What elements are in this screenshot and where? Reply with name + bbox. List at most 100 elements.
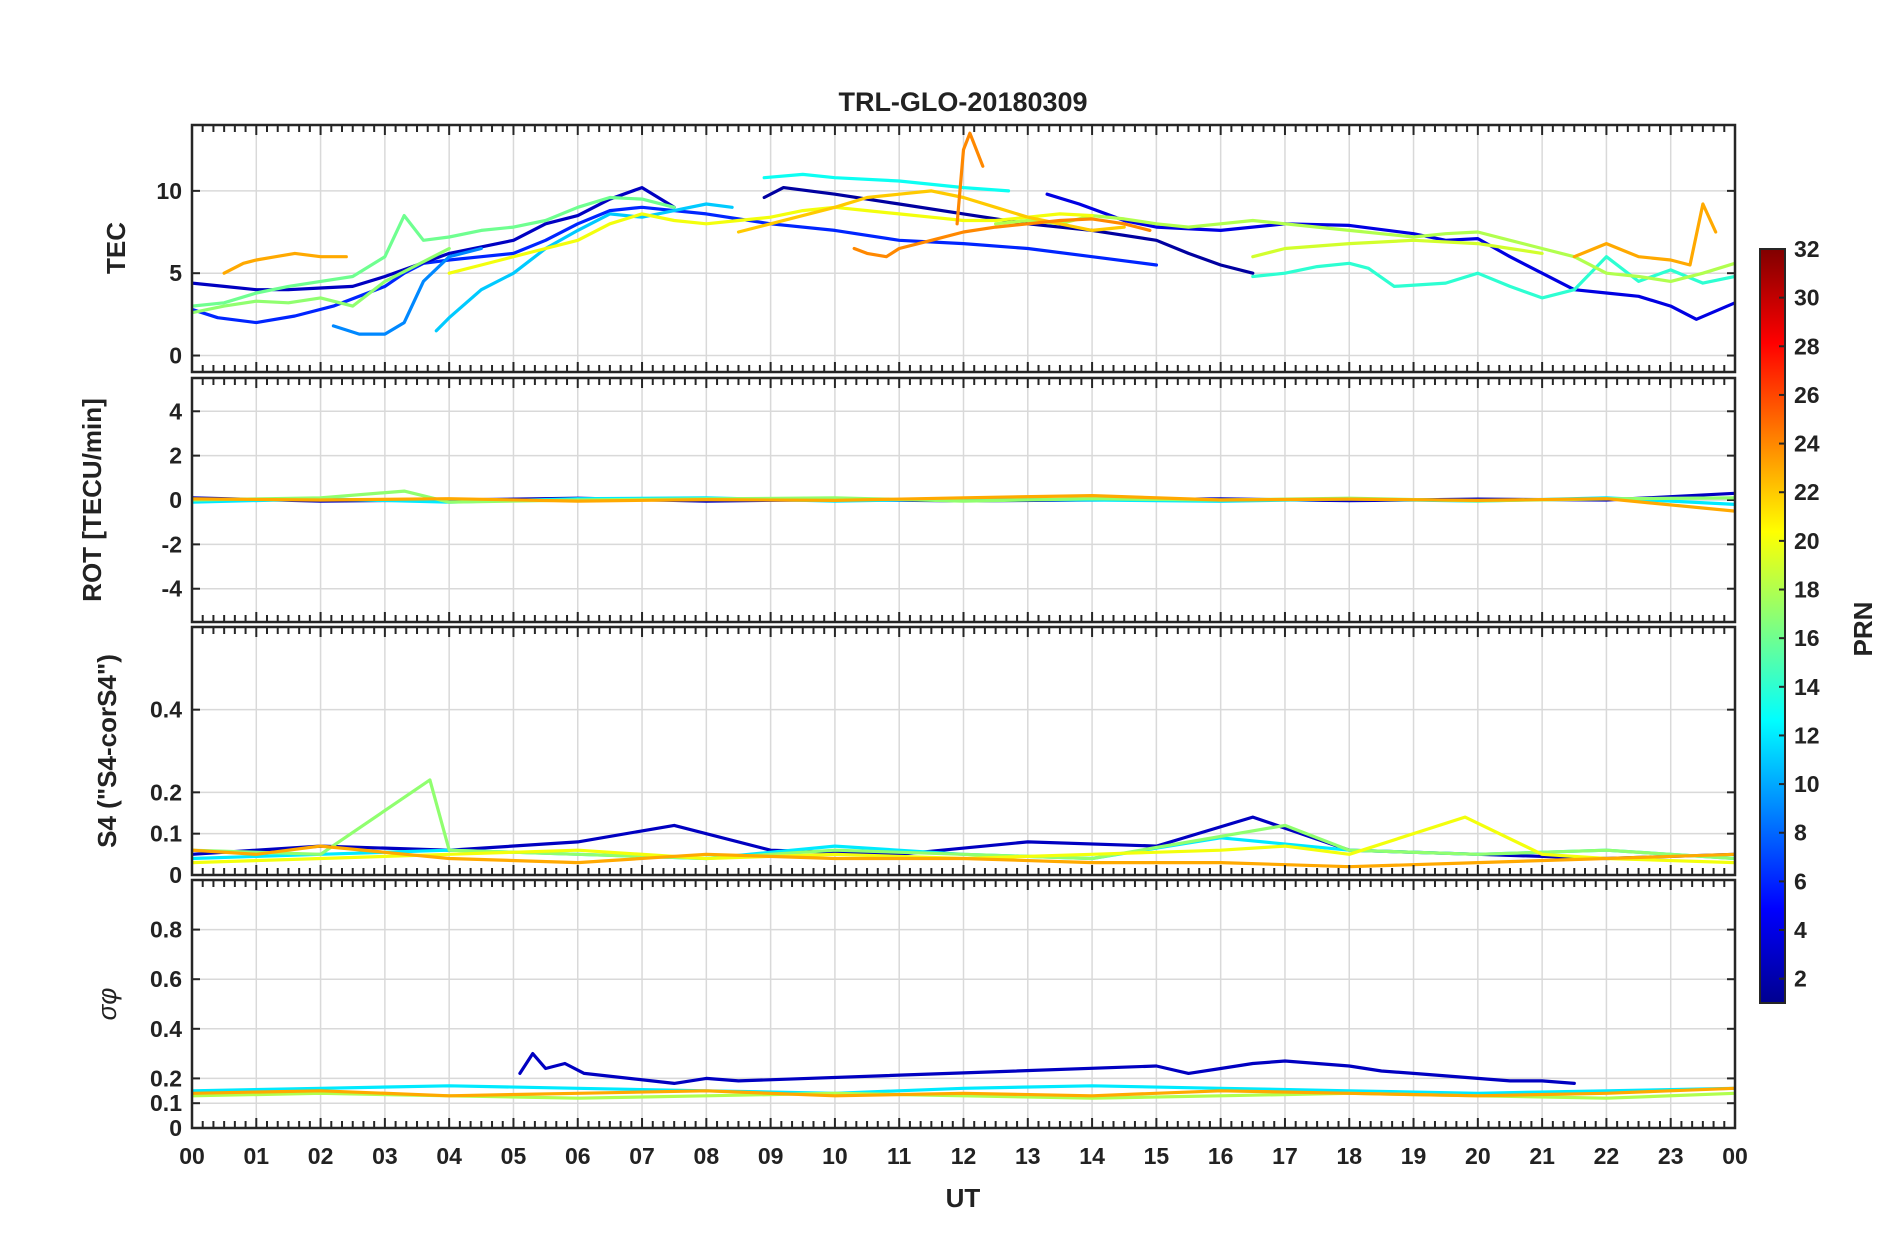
y-axis-title: σφ [92, 988, 122, 1021]
plot-panels: 0510-4-202400.10.20.400.10.20.40.60.8TEC… [77, 123, 1737, 1141]
x-tick-label: 13 [1015, 1143, 1041, 1169]
y-tick-label: 0 [169, 343, 182, 369]
y-axis-title: TEC [101, 222, 131, 274]
series-prn-17 [192, 246, 451, 315]
series-prn-23 [1572, 202, 1718, 267]
y-tick-label: 10 [156, 178, 182, 204]
y-tick-label: 5 [169, 260, 182, 286]
x-tick-label: 14 [1079, 1143, 1105, 1169]
x-tick-label: 07 [629, 1143, 655, 1169]
x-tick-label: 06 [565, 1143, 591, 1169]
series-prn-18 [993, 214, 1735, 283]
y-tick-label: 0 [169, 862, 182, 888]
colorbar-tick-label: 18 [1794, 577, 1820, 603]
colorbar-tick-label: 12 [1794, 722, 1820, 748]
x-tick-label: 00 [1722, 1143, 1748, 1169]
series-prn-6 [192, 205, 1159, 325]
y-tick-label: 0 [169, 1115, 182, 1141]
series-prn-23 [222, 251, 348, 275]
panel-sigma: 00.10.2 0.4 0.6 0.8 [150, 878, 1737, 1141]
y-axis-title: S4 ("S4-corS4") [92, 654, 122, 848]
x-tick-label: 03 [372, 1143, 398, 1169]
y-tick-label: -2 [162, 531, 182, 557]
y-tick-label: 0.1 [150, 821, 182, 847]
series-prn-11 [434, 202, 734, 333]
series-prn-23 [192, 494, 1735, 513]
colorbar-tick-label: 16 [1794, 625, 1820, 651]
colorbar-tick-label: 28 [1794, 333, 1820, 359]
y-tick-label: 0.4 [150, 697, 182, 723]
x-tick-label: 21 [1529, 1143, 1555, 1169]
series-prn-22 [736, 189, 1126, 234]
series-prn-20 [447, 205, 1094, 275]
series-prn-20 [192, 815, 1735, 865]
panel-s4-series [192, 778, 1735, 869]
panel-s4-frame [190, 625, 1737, 877]
x-tick-label: 05 [501, 1143, 527, 1169]
series-prn-4 [1045, 192, 1735, 321]
x-tick-label: 20 [1465, 1143, 1491, 1169]
x-tick-label: 17 [1272, 1143, 1298, 1169]
colorbar-tick-label: 32 [1794, 236, 1820, 262]
colorbar-tick-label: 20 [1794, 528, 1820, 554]
colorbar-tick-label: 10 [1794, 771, 1820, 797]
series-prn-19 [1251, 238, 1544, 259]
panel-rot-frame [190, 376, 1737, 624]
colorbar-tick-label: 14 [1794, 674, 1820, 700]
y-tick-label: 0.2 [150, 779, 182, 805]
y-axis-title: ROT [TECU/min] [77, 398, 107, 602]
panel-tec-frame [190, 123, 1737, 374]
colorbar-gradient [1760, 249, 1785, 1003]
y-tick-label: 2 [169, 443, 182, 469]
colorbar-tick-label: 2 [1794, 966, 1807, 992]
colorbar-tick-label: 26 [1794, 382, 1820, 408]
colorbar-tick-label: 24 [1794, 431, 1820, 457]
panel-tec: 0 5 10 [156, 123, 1737, 374]
x-tick-label: 15 [1144, 1143, 1170, 1169]
y-tick-label: 0.1 [150, 1090, 182, 1116]
panel-sigma-series [192, 1051, 1735, 1100]
series-prn-16 [192, 195, 676, 308]
x-axis: 00 01 02 03 04 05 06 07 08 09 10 11 12 13 14 15 16 17 18 19… [179, 1143, 1748, 1169]
x-tick-label: 16 [1208, 1143, 1234, 1169]
colorbar-tick-label: 30 [1794, 285, 1820, 311]
series-prn-24 [852, 217, 1152, 259]
x-tick-label: 00 [179, 1143, 205, 1169]
y-tick-label: 0.6 [150, 966, 182, 992]
y-tick-label: -4 [162, 576, 183, 602]
y-tick-label: 0.2 [150, 1065, 182, 1091]
series-prn-23 [192, 844, 1735, 869]
x-tick-label: 22 [1594, 1143, 1620, 1169]
x-tick-label: 12 [951, 1143, 977, 1169]
x-tick-label: 19 [1401, 1143, 1427, 1169]
panel-rot: -4 -2 0 2 4 [162, 376, 1737, 624]
x-axis-title: UT [946, 1183, 981, 1213]
colorbar-tick-label: 6 [1794, 868, 1807, 894]
series-prn-3 [518, 1051, 1576, 1086]
colorbar-tick-label: 22 [1794, 479, 1820, 505]
series-prn-24 [955, 131, 985, 226]
x-tick-label: 04 [436, 1143, 462, 1169]
series-prn-23 [192, 1086, 1735, 1098]
series-prn-12 [192, 1084, 1735, 1095]
panel-sigma-frame [190, 878, 1737, 1130]
x-tick-label: 01 [243, 1143, 269, 1169]
colorbar-tick-label: 4 [1794, 917, 1807, 943]
panel-s4: 0 0.1 0.2 0.4 [150, 625, 1737, 888]
y-tick-label: 0.8 [150, 917, 182, 943]
x-tick-label: 08 [694, 1143, 720, 1169]
y-tick-label: 0.4 [150, 1016, 182, 1042]
series-prn-13 [762, 172, 1011, 193]
colorbar-label: PRN [1848, 602, 1878, 657]
x-tick-label: 02 [308, 1143, 334, 1169]
series-prn-14 [1251, 255, 1735, 300]
colorbar-frame [1759, 248, 1786, 1004]
x-tick-label: 11 [887, 1143, 912, 1169]
panel-rot-series [192, 489, 1735, 513]
chart-title: TRL-GLO-20180309 [838, 87, 1087, 117]
panel-tec-series [192, 131, 1735, 336]
x-tick-label: 18 [1336, 1143, 1362, 1169]
y-tick-label: 0 [169, 487, 182, 513]
